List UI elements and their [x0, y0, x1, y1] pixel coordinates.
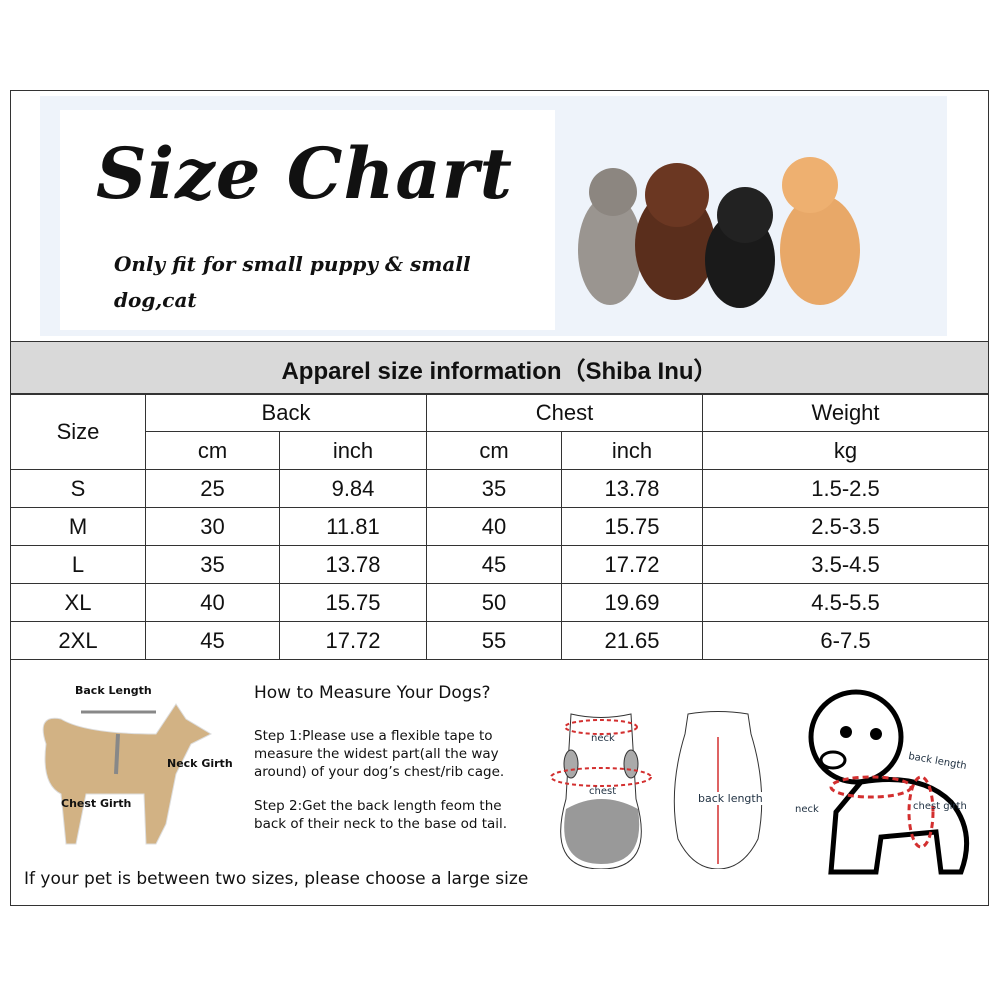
dog-label-back: Back Length	[75, 684, 152, 697]
measure-heading: How to Measure Your Dogs?	[254, 683, 491, 703]
garment-label-back: back length	[698, 792, 763, 805]
dog-label-neck: Neck Girth	[167, 757, 233, 770]
dog-label-chest: Chest Girth	[61, 797, 132, 810]
pets-photo	[578, 157, 860, 308]
garment-front-illustration	[550, 713, 652, 869]
value-cell: 55	[426, 621, 562, 660]
step-2: Step 2:Get the back length feom the back…	[254, 798, 508, 832]
puppy-label-neck: neck	[795, 804, 819, 815]
weight-header: Weight	[702, 393, 989, 432]
value-cell: 21.65	[561, 621, 703, 660]
value-cell: 40	[426, 507, 562, 546]
value-cell: 1.5-2.5	[702, 469, 989, 508]
value-cell: 6-7.5	[702, 621, 989, 660]
table-row: 2XL 45 17.72 55 21.65 6-7.5	[10, 621, 989, 660]
table-row: S 25 9.84 35 13.78 1.5-2.5	[10, 469, 989, 508]
value-cell: 2.5-3.5	[702, 507, 989, 546]
size-table: Size Back Chest Weight cm inch cm inch k…	[10, 393, 989, 660]
value-cell: 13.78	[561, 469, 703, 508]
shiba-dog-illustration	[42, 703, 213, 845]
value-cell: 4.5-5.5	[702, 583, 989, 622]
value-cell: 19.69	[561, 583, 703, 622]
size-cell: 2XL	[10, 621, 146, 660]
size-header: Size	[10, 393, 146, 470]
header-panel	[60, 110, 555, 330]
unit-cell: cm	[145, 431, 280, 470]
section-title: Apparel size information（Shiba Inu）	[11, 341, 988, 395]
garment-label-chest: chest	[589, 786, 617, 797]
value-cell: 11.81	[279, 507, 427, 546]
value-cell: 13.78	[279, 545, 427, 584]
value-cell: 3.5-4.5	[702, 545, 989, 584]
back-header: Back	[145, 393, 427, 432]
value-cell: 45	[426, 545, 562, 584]
value-cell: 17.72	[279, 621, 427, 660]
value-cell: 35	[145, 545, 280, 584]
unit-cell: kg	[702, 431, 989, 470]
unit-cell: inch	[561, 431, 703, 470]
step-1: Step 1:Please use a flexible tape to mea…	[254, 728, 505, 780]
value-cell: 30	[145, 507, 280, 546]
garment-back-illustration	[673, 711, 763, 869]
value-cell: 9.84	[279, 469, 427, 508]
size-note: If your pet is between two sizes, please…	[24, 869, 529, 889]
table-row: L 35 13.78 45 17.72 3.5-4.5	[10, 545, 989, 584]
table-row: M 30 11.81 40 15.75 2.5-3.5	[10, 507, 989, 546]
subtitle: Only fit for small puppy & small dog,cat	[114, 252, 471, 312]
size-cell: M	[10, 507, 146, 546]
page-title: Size Chart	[96, 132, 513, 215]
kitten-gray	[578, 195, 642, 305]
unit-cell: cm	[426, 431, 562, 470]
puppy-outline-illustration	[808, 689, 970, 875]
measure-section: Back Length Neck Girth Chest Girth neck …	[11, 664, 988, 905]
value-cell: 15.75	[279, 583, 427, 622]
kitten-orange	[780, 195, 860, 305]
chart-frame	[10, 90, 989, 906]
value-cell: 40	[145, 583, 280, 622]
puppy-label-chest: chest girth	[913, 801, 967, 812]
garment-label-neck: neck	[591, 733, 615, 744]
value-cell: 45	[145, 621, 280, 660]
table-row: XL 40 15.75 50 19.69 4.5-5.5	[10, 583, 989, 622]
value-cell: 50	[426, 583, 562, 622]
